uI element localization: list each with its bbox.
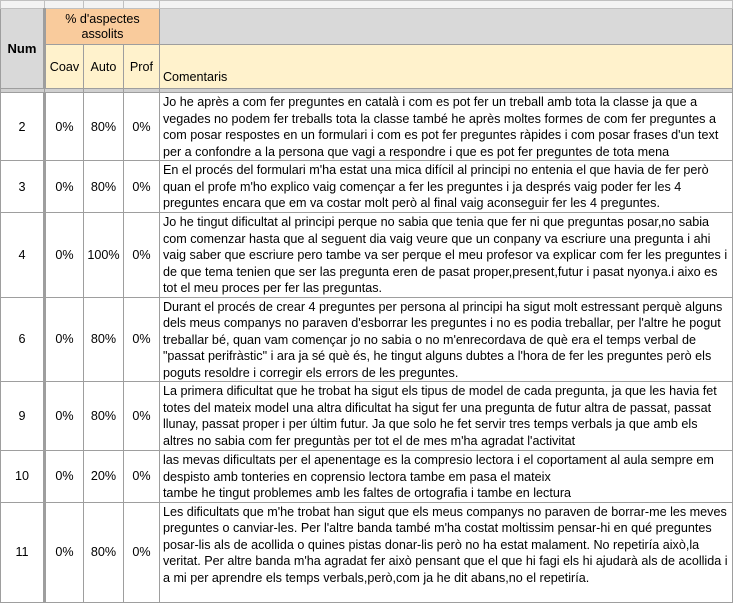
num-cell[interactable]: 6 <box>0 296 46 382</box>
prof-cell[interactable]: 0% <box>122 501 160 603</box>
coav-cell[interactable]: 0% <box>43 160 84 213</box>
prof-cell[interactable]: 0% <box>122 296 160 382</box>
auto-cell[interactable]: 100% <box>82 212 124 298</box>
coav-cell[interactable]: 0% <box>43 381 84 451</box>
num-cell[interactable]: 3 <box>0 160 46 213</box>
prof-cell[interactable]: 0% <box>122 160 160 213</box>
table-row: 3 0% 80% 0% En el procés del formulari m'ha … <box>0 160 733 213</box>
num-cell[interactable]: 4 <box>0 212 46 298</box>
table-row: 6 0% 80% 0% Durant el procés de crear 4 preg… <box>0 296 733 382</box>
table-row: 4 0% 100% 0% Jo he tingut dificultat al prin… <box>0 212 733 298</box>
num-cell[interactable]: 11 <box>0 501 46 603</box>
num-cell[interactable]: 2 <box>0 92 46 161</box>
coav-cell[interactable]: 0% <box>43 501 84 603</box>
table-row: 9 0% 80% 0% La primera dificultat que he tro… <box>0 381 733 451</box>
comment-cell[interactable]: Jo he après a com fer preguntes en catal… <box>158 92 733 161</box>
comment-cell[interactable]: Les dificultats que m'he trobat han sigu… <box>158 501 733 603</box>
num-cell[interactable]: 9 <box>0 381 46 451</box>
header-coav[interactable]: Coav <box>43 44 84 89</box>
prof-cell[interactable]: 0% <box>122 92 160 161</box>
header-comentaris[interactable]: Comentaris <box>158 44 733 89</box>
table-row: 11 0% 80% 0% Les dificultats que m'he trobat… <box>0 501 733 603</box>
header-blank[interactable] <box>158 8 733 45</box>
comment-cell[interactable]: En el procés del formulari m'ha estat un… <box>158 160 733 213</box>
table-row: 10 0% 20% 0% las mevas dificultats per el ap… <box>0 450 733 503</box>
auto-cell[interactable]: 80% <box>82 501 124 603</box>
coav-cell[interactable]: 0% <box>43 212 84 298</box>
header-group-aspectes[interactable]: % d'aspectes assolits <box>43 8 160 45</box>
auto-cell[interactable]: 20% <box>82 450 124 503</box>
comment-cell[interactable]: Jo he tingut dificultat al principi perq… <box>158 212 733 298</box>
header-prof[interactable]: Prof <box>122 44 160 89</box>
prof-cell[interactable]: 0% <box>122 381 160 451</box>
coav-cell[interactable]: 0% <box>43 92 84 161</box>
header-num[interactable]: Num <box>0 8 46 89</box>
auto-cell[interactable]: 80% <box>82 92 124 161</box>
coav-cell[interactable]: 0% <box>43 450 84 503</box>
auto-cell[interactable]: 80% <box>82 296 124 382</box>
num-cell[interactable]: 10 <box>0 450 46 503</box>
coav-cell[interactable]: 0% <box>43 296 84 382</box>
auto-cell[interactable]: 80% <box>82 160 124 213</box>
table-row: 2 0% 80% 0% Jo he après a com fer preguntes … <box>0 92 733 161</box>
comment-cell[interactable]: La primera dificultat que he trobat ha s… <box>158 381 733 451</box>
comment-cell[interactable]: Durant el procés de crear 4 preguntes pe… <box>158 296 733 382</box>
prof-cell[interactable]: 0% <box>122 212 160 298</box>
comment-cell[interactable]: las mevas dificultats per el apenentage … <box>158 450 733 503</box>
header-auto[interactable]: Auto <box>82 44 124 89</box>
prof-cell[interactable]: 0% <box>122 450 160 503</box>
top-strip <box>0 0 733 9</box>
auto-cell[interactable]: 80% <box>82 381 124 451</box>
